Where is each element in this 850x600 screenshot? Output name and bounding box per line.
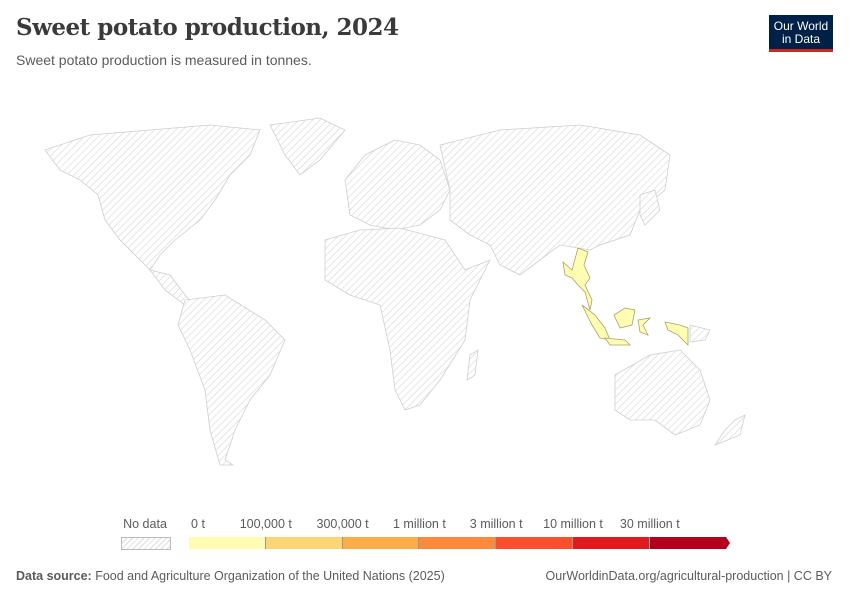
legend-tick-label: 300,000 t xyxy=(316,517,369,531)
legend-bin-2[interactable] xyxy=(342,537,420,549)
legend-tick-label: 10 million t xyxy=(543,517,603,531)
source-url[interactable]: OurWorldinData.org/agricultural-producti… xyxy=(545,569,832,583)
legend-tick-label: 3 million t xyxy=(469,517,523,531)
legend-bin-0[interactable] xyxy=(189,537,266,549)
data-source: Data source: Food and Agriculture Organi… xyxy=(16,569,445,583)
legend-bin-4[interactable] xyxy=(496,537,573,549)
country-indonesia-java[interactable] xyxy=(604,337,631,346)
legend-no-data-swatch[interactable] xyxy=(121,537,171,550)
country-indonesia-sulawesi[interactable] xyxy=(637,317,652,336)
legend-tick-label: 100,000 t xyxy=(239,517,292,531)
madagascar[interactable] xyxy=(466,349,479,381)
papua-new-guinea[interactable] xyxy=(689,324,711,343)
legend-bin-6[interactable] xyxy=(649,537,722,549)
legend-tick-label: 1 million t xyxy=(392,517,446,531)
legend-tick-label: 0 t xyxy=(191,517,205,531)
country-indonesia-sumatra[interactable] xyxy=(581,304,611,341)
africa[interactable] xyxy=(324,227,491,411)
legend-bin-3[interactable] xyxy=(419,537,497,549)
data-source-label: Data source: xyxy=(16,569,92,583)
country-myanmar[interactable] xyxy=(562,247,593,311)
legend-no-data-label: No data xyxy=(123,517,167,531)
legend-tick-label: 30 million t xyxy=(619,517,680,531)
legend-bin-1[interactable] xyxy=(265,537,343,549)
chart-subtitle: Sweet potato production is measured in t… xyxy=(16,52,312,68)
country-indonesia-papua[interactable] xyxy=(664,321,689,346)
chart-title: Sweet potato production, 2024 xyxy=(16,14,399,41)
north-america[interactable] xyxy=(44,124,261,271)
data-source-text: Food and Agriculture Organization of the… xyxy=(95,569,445,583)
asia[interactable] xyxy=(439,124,671,276)
owid-logo[interactable]: Our World in Data xyxy=(769,15,833,52)
south-america[interactable] xyxy=(177,294,286,466)
europe[interactable] xyxy=(344,139,451,231)
world-map xyxy=(44,117,746,466)
australia[interactable] xyxy=(614,349,711,436)
greenland[interactable] xyxy=(269,117,346,176)
legend-arrow xyxy=(722,537,730,549)
japan[interactable] xyxy=(639,189,661,226)
country-indonesia-borneo[interactable] xyxy=(613,307,636,329)
new-zealand[interactable] xyxy=(713,414,746,446)
legend-bin-5[interactable] xyxy=(573,537,650,549)
